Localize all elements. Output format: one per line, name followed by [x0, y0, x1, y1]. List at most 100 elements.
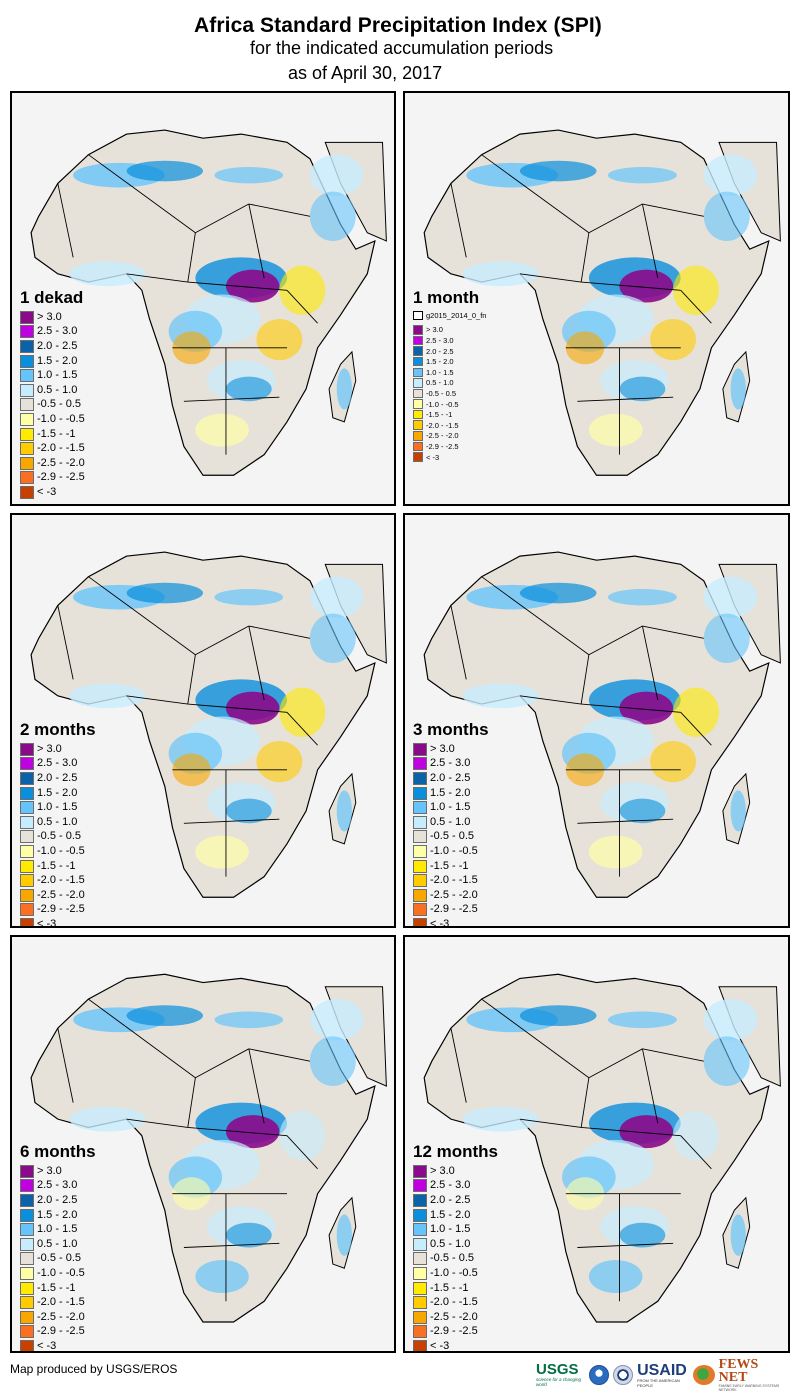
- africa-map: [30, 129, 387, 476]
- country-border: [88, 576, 196, 656]
- legend-item: -2.5 - -2.0: [413, 888, 489, 903]
- legend-swatch: [413, 356, 423, 367]
- country-border: [641, 203, 659, 279]
- country-border: [588, 625, 643, 656]
- fewsnet-tagline: FAMINE EARLY WARNING SYSTEMS NETWORK: [718, 1384, 780, 1392]
- spi-anomaly-region: [607, 588, 677, 606]
- legend-label: -1.0 - -0.5: [426, 399, 459, 409]
- usaid-logo: USAID FROM THE AMERICAN PEOPLE: [637, 1362, 689, 1388]
- country-border: [187, 281, 288, 291]
- legend-item: -1.0 - -0.5: [20, 1266, 96, 1281]
- country-border: [680, 711, 712, 746]
- legend-item: -0.5 - 0.5: [20, 398, 85, 413]
- legend-item: < -3: [413, 917, 489, 926]
- spi-anomaly-region: [214, 166, 284, 184]
- legend-label: -2.0 - -1.5: [37, 874, 85, 887]
- legend-item: -2.9 - -2.5: [413, 441, 486, 452]
- country-border: [581, 703, 681, 713]
- legend-swatch: [413, 888, 427, 902]
- legend-swatch: [413, 335, 423, 346]
- legend-label: < -3: [37, 1339, 57, 1352]
- legend-swatch: [20, 874, 34, 888]
- spi-anomaly-region: [309, 154, 364, 196]
- spi-anomaly-region: [225, 1222, 272, 1248]
- country-border: [248, 1048, 265, 1124]
- africa-map: [423, 551, 781, 898]
- spi-anomaly-region: [225, 691, 280, 725]
- map-panel-6-months: 6 months > 3.0 2.5 - 3.0 2.0 - 2.5 1.5 - 2.…: [10, 935, 396, 1353]
- legend-item: > 3.0: [20, 1164, 96, 1179]
- legend-swatch: [20, 903, 34, 917]
- legend-swatch: [20, 888, 34, 902]
- legend-swatch: [413, 874, 427, 888]
- legend-label: 1.0 - 1.5: [430, 1223, 471, 1236]
- spi-anomaly-region: [309, 999, 364, 1041]
- legend-label: -1.5 - -1: [430, 859, 469, 872]
- country-border: [577, 818, 674, 824]
- legend-swatch: [20, 339, 34, 353]
- legend-item: 1.0 - 1.5: [20, 1222, 96, 1237]
- legend-item: > 3.0: [413, 325, 486, 336]
- legend-item: -2.9 - -2.5: [20, 471, 85, 486]
- spi-anomaly-region: [225, 1115, 280, 1149]
- legend-title: 12 months: [413, 1142, 499, 1161]
- country-border: [187, 703, 288, 713]
- map-panel-3-months: 3 months > 3.0 2.5 - 3.0 2.0 - 2.5 1.5 - 2.…: [403, 513, 790, 928]
- country-border: [641, 1048, 659, 1124]
- legend-item: 1.0 - 1.5: [20, 368, 85, 383]
- legend-label: -1.0 - -0.5: [430, 844, 478, 857]
- legend-label: 1.5 - 2.0: [37, 786, 78, 799]
- legend-label: -2.5 - -2.0: [430, 1310, 478, 1323]
- legend-swatch: [413, 1310, 427, 1324]
- landmass: [30, 129, 387, 476]
- spi-anomaly-region: [619, 798, 666, 824]
- landmass: [30, 973, 387, 1323]
- legend-swatch: [20, 1223, 34, 1237]
- globe-icon: [692, 1365, 715, 1385]
- legend-item: -2.0 - -1.5: [413, 873, 489, 888]
- legend-swatch: [20, 1252, 34, 1266]
- legend-label: 2.0 - 2.5: [430, 771, 471, 784]
- legend-label: > 3.0: [37, 1164, 62, 1177]
- fewsnet-logo-text: FEWS NET: [718, 1357, 759, 1385]
- legend-label: 1.5 - 2.0: [37, 354, 78, 367]
- spi-anomaly-region: [588, 1259, 643, 1294]
- spi-anomaly-region: [336, 368, 352, 410]
- legend-label: 2.5 - 3.0: [430, 1179, 471, 1192]
- legend-swatch: [20, 801, 34, 815]
- legend-swatch: [413, 815, 427, 829]
- legend-swatch: [20, 442, 34, 456]
- spi-anomaly-region: [462, 1106, 540, 1132]
- legend-swatch: [20, 1281, 34, 1295]
- page-subtitle: for the indicated accumulation periods: [250, 38, 554, 58]
- landmass: [423, 129, 781, 476]
- legend-swatch: [413, 1266, 427, 1280]
- legend-label: -2.5 - -2.0: [430, 888, 478, 901]
- country-border: [187, 654, 196, 705]
- legend-label: 2.5 - 3.0: [426, 335, 454, 345]
- spi-anomaly-region: [225, 798, 272, 824]
- spi-anomaly-region: [703, 191, 750, 241]
- legend-swatch: [413, 1179, 427, 1193]
- legend-item: 2.5 - 3.0: [413, 1179, 498, 1194]
- legend-label: < -3: [430, 1339, 450, 1352]
- spi-anomaly-region: [195, 413, 249, 447]
- spi-anomaly-region: [730, 368, 746, 410]
- spi-anomaly-region: [588, 413, 643, 447]
- country-border: [248, 625, 265, 701]
- spi-anomaly-region: [309, 1036, 356, 1087]
- legend-title: 3 months: [413, 720, 489, 739]
- country-border: [580, 232, 590, 283]
- legend: 6 months > 3.0 2.5 - 3.0 2.0 - 2.5 1.5 - 2.…: [20, 1143, 96, 1352]
- legend-label: -2.9 - -2.5: [37, 1325, 85, 1338]
- country-border: [195, 1048, 250, 1079]
- map-panel-1-dekad: 1 dekad > 3.0 2.5 - 3.0 2.0 - 2.5 1.5 - 2.0…: [10, 91, 396, 506]
- legend-item: -2.5 - -2.0: [20, 888, 96, 903]
- legend-item: 0.5 - 1.0: [20, 383, 85, 398]
- legend-label: -2.0 - -1.5: [37, 1296, 85, 1309]
- spi-anomaly-region: [69, 261, 146, 287]
- legend: 1 month g2015_2014_0_fn > 3.0 2.5 - 3.0 2.…: [413, 289, 486, 462]
- spi-anomaly-region: [256, 319, 303, 361]
- legend-label: -2.9 - -2.5: [37, 471, 85, 484]
- country-border: [481, 576, 590, 656]
